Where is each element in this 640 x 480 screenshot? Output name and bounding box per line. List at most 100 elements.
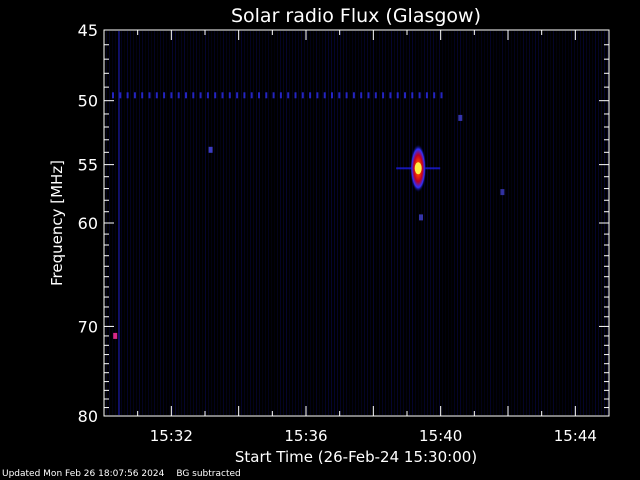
noise-streak	[181, 31, 182, 415]
noise-streak	[223, 31, 224, 415]
noise-streak	[154, 31, 155, 415]
line-segment	[309, 92, 312, 99]
line-segment	[272, 92, 275, 99]
noise-streak	[145, 31, 146, 415]
line-segment	[352, 92, 355, 99]
spot-mark	[113, 332, 118, 339]
noise-streak	[151, 31, 152, 415]
line-segment	[287, 92, 290, 99]
noise-streak	[547, 31, 548, 415]
footer-updated: Updated Mon Feb 26 18:07:56 2024	[2, 469, 165, 479]
noise-streak	[292, 31, 293, 415]
noise-streak	[550, 31, 551, 415]
noise-streak	[484, 31, 485, 415]
noise-streak	[424, 31, 425, 415]
noise-streak	[586, 31, 587, 415]
noise-streak	[331, 31, 332, 415]
noise-streak	[295, 31, 296, 415]
noise-streak	[280, 31, 281, 415]
line-segment	[433, 92, 436, 99]
x-tick-label: 15:32	[150, 427, 193, 445]
noise-streak	[571, 31, 572, 415]
noise-streak	[253, 31, 254, 415]
noise-streak	[364, 31, 365, 415]
spot-mark	[419, 214, 423, 221]
noise-streak	[211, 31, 212, 415]
noise-streak	[328, 31, 329, 415]
burst-core	[414, 162, 422, 175]
noise-streak	[382, 31, 383, 415]
noise-streak	[232, 31, 233, 415]
noise-streak	[517, 31, 518, 415]
line-segment	[323, 92, 326, 99]
noise-streak	[325, 31, 326, 415]
noise-streak	[403, 31, 404, 415]
noise-streak	[568, 31, 569, 415]
noise-streak	[559, 31, 560, 415]
noise-streak	[394, 31, 395, 415]
noise-streak	[265, 31, 266, 415]
line-segment	[177, 92, 180, 99]
y-axis: 45 50 55 60 70 80	[78, 21, 609, 426]
noise-column	[118, 31, 121, 415]
noise-streak	[127, 31, 128, 415]
noise-streak	[433, 31, 434, 415]
noise-streak	[466, 31, 467, 415]
noise-streak	[343, 31, 344, 415]
noise-streak	[313, 31, 314, 415]
noise-streak	[463, 31, 464, 415]
noise-streak	[472, 31, 473, 415]
y-tick-label: 60	[78, 214, 98, 233]
noise-streak	[319, 31, 320, 415]
noise-streak	[496, 31, 497, 415]
spot-mark	[208, 146, 213, 153]
noise-streak	[439, 31, 440, 415]
noise-streak	[577, 31, 578, 415]
x-tick-label: 15:36	[284, 427, 327, 445]
line-segment	[250, 92, 253, 99]
noise-streak	[316, 31, 317, 415]
line-segment	[367, 92, 370, 99]
noise-streak	[337, 31, 338, 415]
noise-streak	[460, 31, 461, 415]
line-segment	[170, 92, 173, 99]
noise-streak	[391, 31, 392, 415]
line-segment	[418, 92, 421, 99]
line-segment	[185, 92, 187, 99]
line-segment	[199, 92, 202, 99]
line-segment	[360, 92, 363, 99]
noise-streak	[370, 31, 371, 415]
noise-streak	[352, 31, 353, 415]
noise-streak	[406, 31, 407, 415]
noise-streak	[247, 31, 248, 415]
noise-streak	[169, 31, 170, 415]
noise-streak	[397, 31, 398, 415]
noise-streak	[427, 31, 428, 415]
noise-streak	[598, 31, 599, 415]
noise-streak	[595, 31, 596, 415]
noise-streak	[442, 31, 443, 415]
noise-streak	[532, 31, 533, 415]
line-segment	[396, 92, 399, 99]
line-segment	[163, 92, 166, 99]
noise-streak	[469, 31, 470, 415]
noise-streak	[574, 31, 575, 415]
line-segment	[294, 92, 297, 99]
noise-streak	[310, 31, 311, 415]
noise-streak	[238, 31, 239, 415]
line-segment	[206, 92, 209, 99]
noise-streak	[196, 31, 197, 415]
noise-streak	[166, 31, 167, 415]
y-tick-label: 80	[78, 407, 98, 426]
line-segment	[236, 92, 239, 99]
noise-streak	[409, 31, 410, 415]
noise-streak	[172, 31, 173, 415]
x-axis-label: Start Time (26-Feb-24 15:30:00)	[235, 448, 477, 466]
noise-streak	[244, 31, 245, 415]
noise-streak	[136, 31, 137, 415]
noise-streak	[415, 31, 416, 415]
noise-streak	[376, 31, 377, 415]
noise-streak	[457, 31, 458, 415]
chart-title: Solar radio Flux (Glasgow)	[231, 5, 481, 27]
line-segment	[228, 92, 231, 99]
